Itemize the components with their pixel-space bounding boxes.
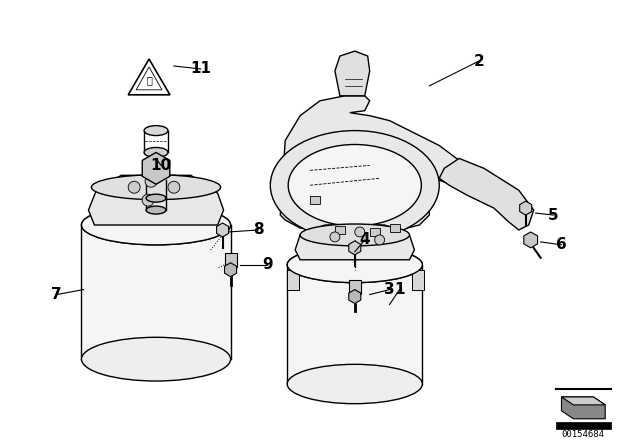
Polygon shape <box>81 225 230 359</box>
Ellipse shape <box>287 247 422 283</box>
Bar <box>412 270 424 289</box>
Ellipse shape <box>146 206 166 214</box>
Bar <box>370 228 380 236</box>
Polygon shape <box>136 67 162 90</box>
Polygon shape <box>128 59 170 95</box>
Bar <box>556 392 611 424</box>
Ellipse shape <box>144 147 168 157</box>
Bar <box>335 226 345 234</box>
Text: 🔥: 🔥 <box>146 76 152 86</box>
Circle shape <box>330 232 340 242</box>
Ellipse shape <box>144 125 168 136</box>
Text: 6: 6 <box>556 237 567 252</box>
Polygon shape <box>88 175 223 225</box>
Text: 9: 9 <box>262 257 273 272</box>
Bar <box>310 196 320 204</box>
Polygon shape <box>439 159 534 230</box>
Text: 7: 7 <box>51 287 62 302</box>
Text: 11: 11 <box>190 61 211 77</box>
Circle shape <box>355 227 365 237</box>
Bar <box>225 253 237 267</box>
Text: 1: 1 <box>394 282 404 297</box>
Polygon shape <box>295 225 415 260</box>
Ellipse shape <box>287 247 422 283</box>
Ellipse shape <box>81 205 230 245</box>
Polygon shape <box>561 397 605 405</box>
Text: 3: 3 <box>384 282 395 297</box>
Bar <box>349 280 361 293</box>
Ellipse shape <box>81 205 230 245</box>
Text: 00154684: 00154684 <box>562 430 605 439</box>
Polygon shape <box>335 51 370 96</box>
Bar <box>287 270 299 289</box>
Ellipse shape <box>300 224 410 246</box>
Polygon shape <box>287 265 422 384</box>
Bar <box>390 224 399 232</box>
Bar <box>556 422 611 429</box>
Circle shape <box>145 175 157 187</box>
Text: 2: 2 <box>474 53 484 69</box>
Ellipse shape <box>146 194 166 202</box>
Ellipse shape <box>270 130 439 240</box>
Circle shape <box>374 235 385 245</box>
Text: 10: 10 <box>150 158 172 173</box>
Ellipse shape <box>288 145 421 226</box>
Polygon shape <box>280 96 464 232</box>
Polygon shape <box>561 397 605 419</box>
Circle shape <box>142 194 154 206</box>
Text: 4: 4 <box>360 233 370 247</box>
Circle shape <box>128 181 140 193</box>
Circle shape <box>168 181 180 193</box>
Ellipse shape <box>92 175 221 200</box>
Text: 5: 5 <box>548 207 559 223</box>
Text: 8: 8 <box>253 223 264 237</box>
Ellipse shape <box>81 337 230 381</box>
Ellipse shape <box>287 364 422 404</box>
